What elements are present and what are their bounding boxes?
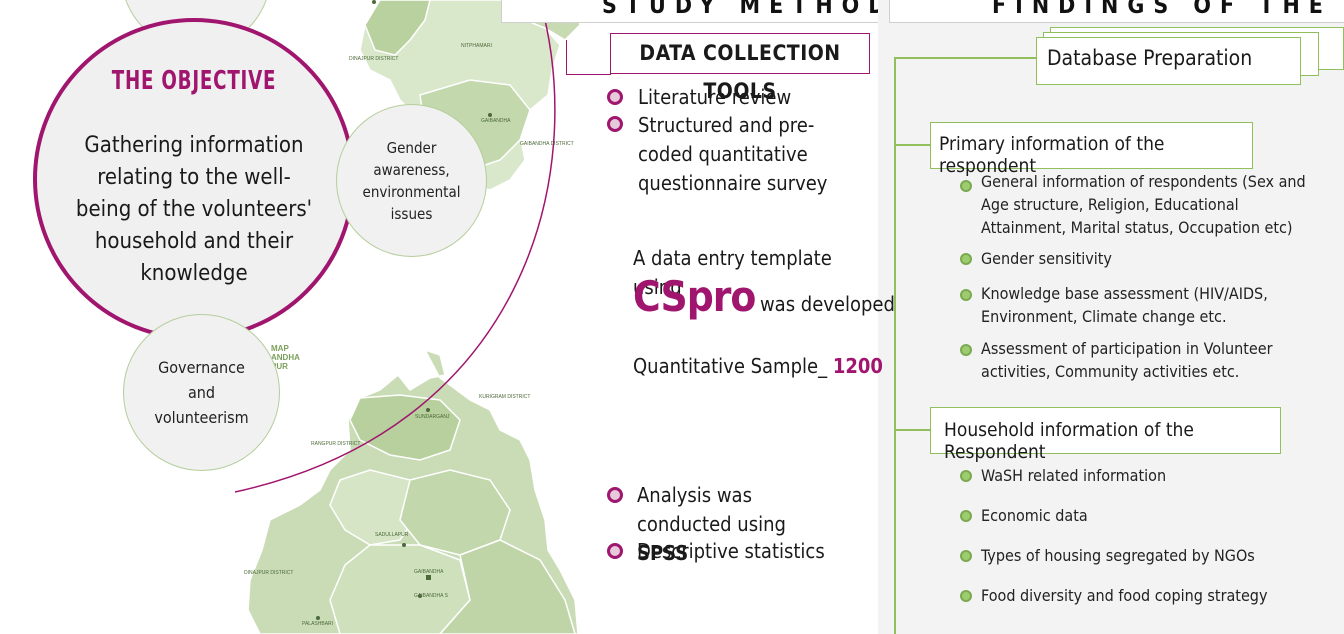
household-item: Types of housing segregated by NGOs [981, 546, 1255, 565]
objective-title: THE OBJECTIVE [111, 66, 277, 96]
bullet-icon [960, 550, 972, 562]
primary-item: Assessment of participation in Volunteer… [981, 339, 1273, 381]
connector-vertical [894, 57, 896, 634]
primary-info-title: Primary information of the respondent [939, 133, 1165, 177]
primary-item: Gender sensitivity [981, 249, 1112, 268]
map-label: GAIBANDHA DISTRICT [520, 141, 574, 147]
household-item: Food diversity and food coping strategy [981, 586, 1268, 605]
map-label: GAIBANDHA [414, 569, 444, 575]
bullet-icon [960, 180, 972, 192]
database-title: Database Preparation [1047, 46, 1253, 70]
map-label: RANGPUR DISTRICT [311, 441, 361, 447]
database-box: Database Preparation [1036, 37, 1301, 85]
tool-item: Literature review [638, 85, 792, 109]
governance-circle-text: Governance and volunteerism [154, 358, 249, 427]
primary-item: General information of respondents (Sex … [981, 172, 1306, 237]
bullet-icon [607, 89, 623, 105]
bullet-icon [607, 487, 623, 503]
descriptive-line: Descriptive statistics [637, 539, 825, 563]
governance-circle [123, 314, 280, 471]
analysis-prefix: Analysis was conducted using [637, 483, 786, 536]
map-label: GAIBANDHA [481, 118, 511, 124]
bullet-icon [607, 116, 623, 132]
bullet-icon [960, 289, 972, 301]
map-title-fragment: MAP ANDHA PUR [271, 344, 300, 371]
bullet-icon [960, 470, 972, 482]
methodology-header-text: STUDY METHODOLOGY [602, 0, 888, 19]
bullet-icon [607, 543, 623, 559]
bullet-icon [960, 590, 972, 602]
household-info-box: Household information of the Respondent [930, 407, 1281, 463]
map-label: PALASHBARI [302, 621, 334, 627]
data-collection-tools-title: DATA COLLECTION TOOLS [639, 41, 841, 103]
tool-item: Structured and pre-coded quantitative qu… [638, 113, 828, 195]
map-label: GAIBANDHA S [414, 593, 448, 599]
primary-info-box: Primary information of the respondent [930, 122, 1253, 177]
sample-line: Quantitative Sample_ 1200 [633, 352, 883, 381]
findings-header: FINDINGS OF THE STUDY [889, 0, 1344, 23]
gender-circle-text: Gender awareness, environmental issues [362, 139, 461, 223]
connector-household [894, 429, 930, 431]
findings-panel [878, 0, 1344, 634]
cspro-name: CSpro [633, 272, 756, 321]
template-line: A data entry template using [633, 246, 832, 299]
connector-top [894, 57, 1036, 59]
household-item: WaSH related information [981, 466, 1167, 485]
methodology-header: STUDY METHODOLOGY [501, 0, 889, 23]
map-label: SADULLAPUR [375, 532, 409, 538]
analysis-tool: SPSS [637, 541, 689, 565]
tools-connector [566, 40, 611, 75]
cspro-line: CSpro was developed [633, 272, 895, 322]
bullet-icon [960, 510, 972, 522]
household-item: Economic data [981, 506, 1088, 525]
map-label: DINAJPUR DISTRICT [244, 570, 294, 576]
sample-value: 1200 [832, 354, 883, 378]
map-illustration [234, 0, 581, 634]
objective-text: Gathering information relating to the we… [75, 133, 313, 286]
map-label: KURIGRAM DISTRICT [479, 394, 531, 400]
analysis-line: Analysis was conducted using SPSS [637, 481, 837, 568]
findings-header-text: FINDINGS OF THE STUDY [992, 0, 1344, 19]
map-label: NITPHAMARI [461, 43, 492, 49]
primary-item: Knowledge base assessment (HIV/AIDS, Env… [981, 284, 1268, 326]
map-label: DINAJPUR DISTRICT [349, 56, 399, 62]
cspro-developed: was developed [759, 292, 895, 316]
connector-primary [894, 144, 930, 146]
gender-circle [336, 104, 487, 257]
data-collection-tools-box: DATA COLLECTION TOOLS [610, 33, 870, 103]
bullet-icon [960, 253, 972, 265]
household-info-title: Household information of the Respondent [944, 419, 1194, 463]
sample-label: Quantitative Sample_ [633, 354, 828, 378]
bullet-icon [960, 344, 972, 356]
map-label: SUNDARGANJ [415, 414, 450, 420]
